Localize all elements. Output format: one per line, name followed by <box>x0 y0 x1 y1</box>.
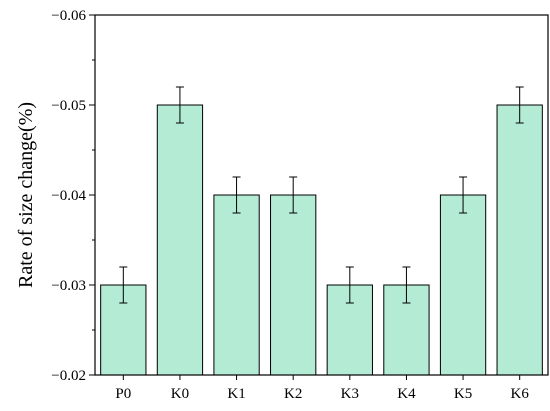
x-tick-label-k5: K5 <box>454 386 472 402</box>
error-bar-k4 <box>402 266 411 304</box>
x-tick-label-k6: K6 <box>511 386 530 402</box>
error-bar-k3 <box>345 266 354 304</box>
x-tick-label-k1: K1 <box>227 386 245 402</box>
error-bar-k6 <box>515 86 524 124</box>
y-tick-label: −0.05 <box>51 98 86 114</box>
x-tick-label-k0: K0 <box>171 386 189 402</box>
error-bars-layer <box>119 86 524 304</box>
y-axis-ticks: −0.02 −0.03 −0.04 −0.05 −0.06 <box>51 8 95 384</box>
error-bar-p0 <box>119 266 128 304</box>
x-tick-label-k4: K4 <box>397 386 416 402</box>
bar-k1 <box>213 194 260 376</box>
bars-layer <box>100 104 543 376</box>
bar-k0 <box>156 104 204 376</box>
y-tick-label: −0.04 <box>51 188 86 204</box>
error-bar-k0 <box>175 86 184 124</box>
y-axis-title: Rate of size change(%) <box>15 102 37 288</box>
error-bar-k2 <box>289 176 298 214</box>
y-tick-label: −0.03 <box>51 278 86 294</box>
error-bar-k1 <box>232 176 241 214</box>
y-tick-label: −0.06 <box>51 8 86 24</box>
x-tick-label-p0: P0 <box>115 386 131 402</box>
x-tick-label-k2: K2 <box>284 386 302 402</box>
error-bar-k5 <box>459 176 468 214</box>
bar-k2 <box>270 194 317 376</box>
bar-k6 <box>496 104 543 376</box>
y-tick-label: −0.02 <box>51 368 86 384</box>
bar-k5 <box>439 194 487 376</box>
x-axis-ticks: P0 K0 K1 K2 K3 K4 K5 K6 <box>115 375 529 402</box>
x-tick-label-k3: K3 <box>341 386 359 402</box>
